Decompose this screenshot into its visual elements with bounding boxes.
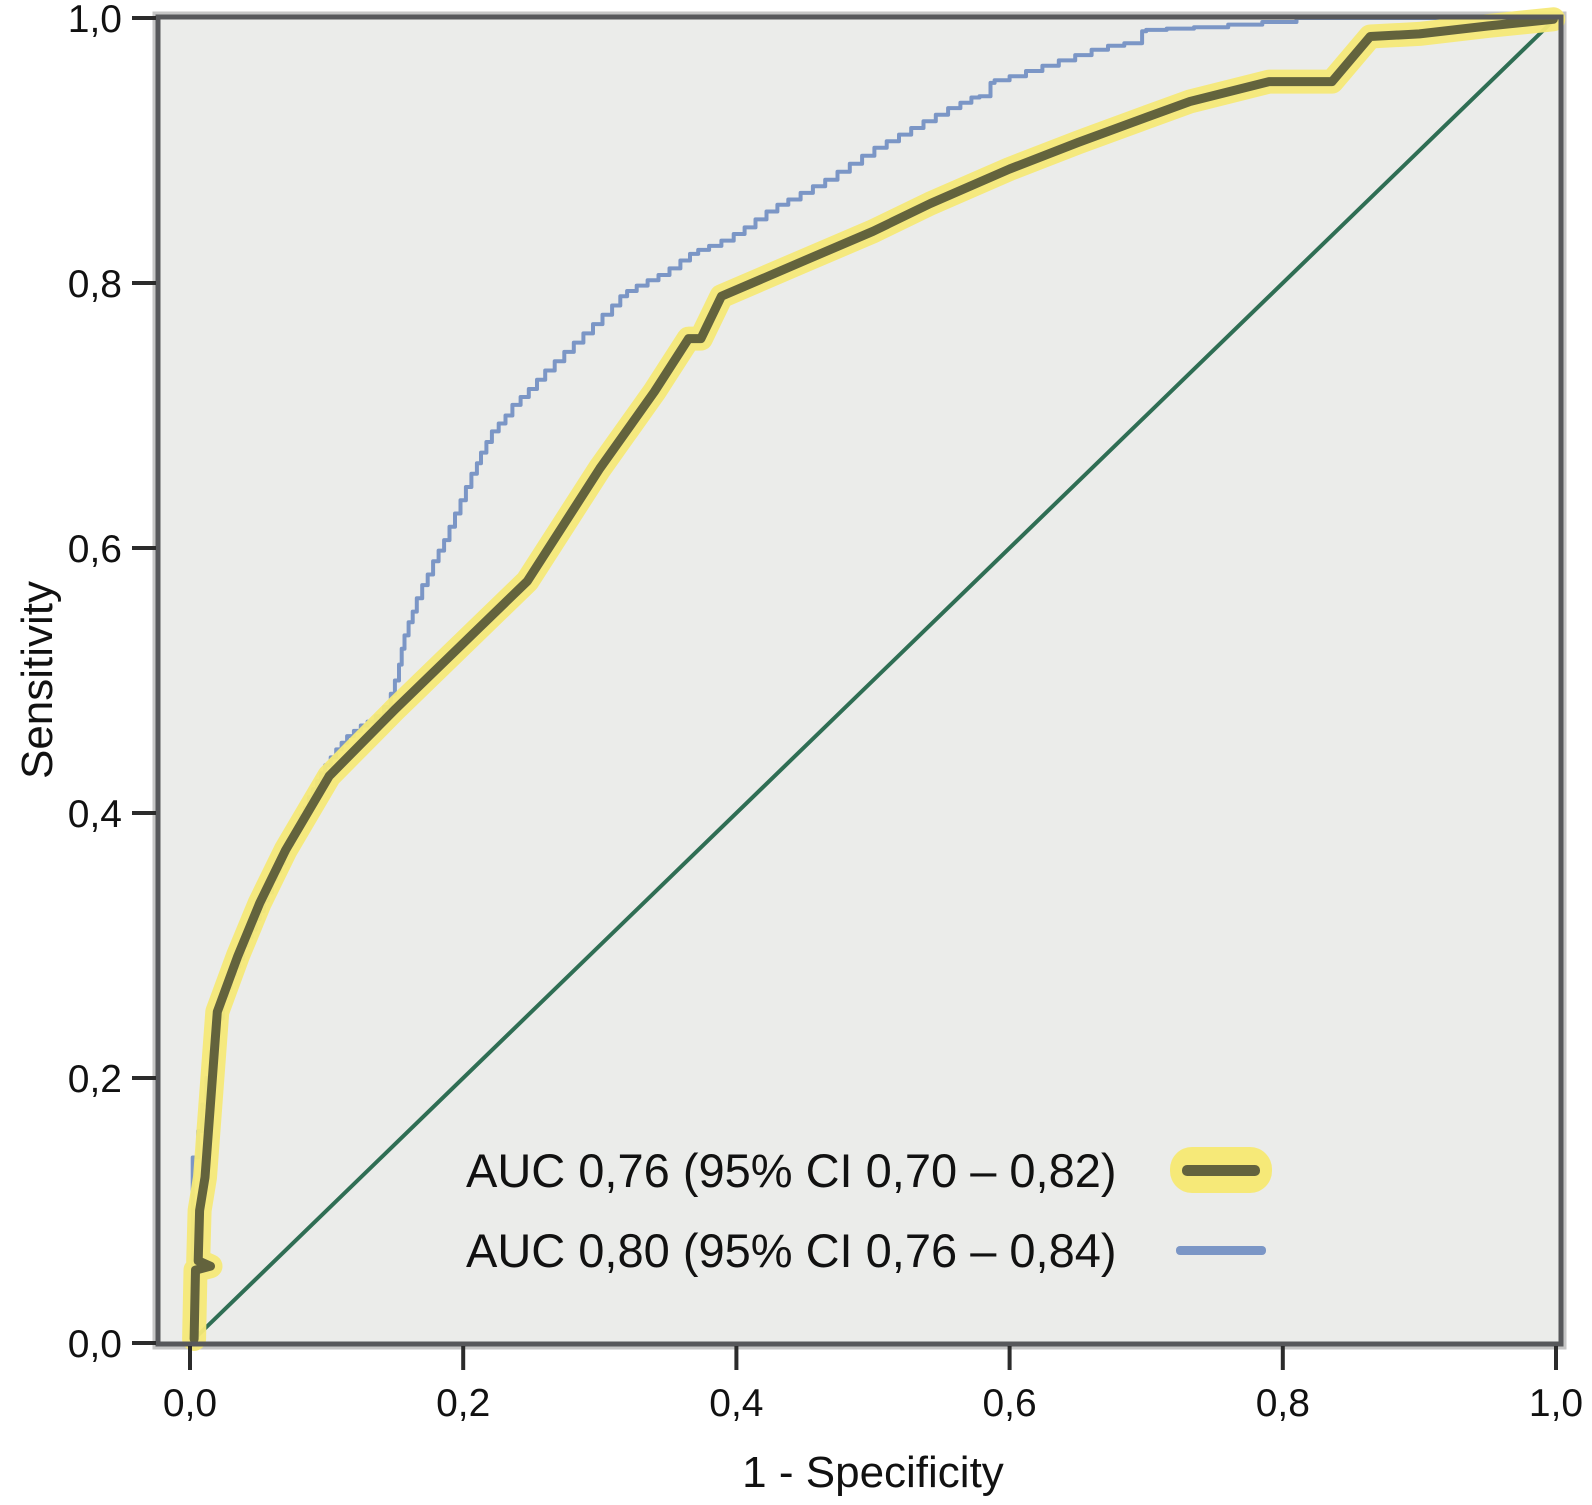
legend-swatch-wrap-2 [1166,1245,1276,1255]
x-axis-ticks: 0,0 0,2 0,4 0,6 0,8 1,0 [163,1346,1583,1425]
curves-group [182,7,1566,1351]
plot-outer-bevel [152,11,1567,1350]
legend-swatch-wrap-1 [1166,1147,1276,1193]
x-tick-label: 0,4 [709,1382,763,1425]
y-axis-ticks: 0,0 0,2 0,4 0,6 0,8 1,0 [68,0,156,1366]
legend-item-auc-076: AUC 0,76 (95% CI 0,70 – 0,82) [466,1130,1276,1210]
roc-curve-auc-076 [189,14,1558,1344]
legend-swatch-yellow-glow [1170,1147,1272,1193]
legend-swatch-olive-line [1182,1164,1260,1176]
plot-frame [155,14,1564,1347]
x-tick-label: 0,2 [436,1382,490,1425]
legend-label-auc-076: AUC 0,76 (95% CI 0,70 – 0,82) [466,1143,1117,1197]
y-tick-label: 0,8 [68,263,122,306]
x-tick-label: 0,8 [1256,1382,1310,1425]
x-axis-title: 1 - Specificity [742,1448,1004,1497]
y-tick-label: 0,0 [68,1323,122,1366]
legend-item-auc-080: AUC 0,80 (95% CI 0,76 – 0,84) [466,1210,1276,1290]
y-tick-label: 0,6 [68,528,122,571]
y-tick-label: 0,4 [68,793,122,836]
y-tick-label: 0,2 [68,1058,122,1101]
legend-swatch-blue-line [1176,1245,1266,1255]
legend: AUC 0,76 (95% CI 0,70 – 0,82) AUC 0,80 (… [466,1130,1276,1290]
x-tick-label: 0,6 [982,1382,1036,1425]
y-tick-label: 1,0 [68,0,122,41]
x-tick-label: 1,0 [1529,1382,1583,1425]
legend-label-auc-080: AUC 0,80 (95% CI 0,76 – 0,84) [466,1223,1117,1277]
x-tick-label: 0,0 [163,1382,217,1425]
reference-diagonal-line [188,16,1558,1345]
y-axis-title: Sensitivity [13,581,62,779]
